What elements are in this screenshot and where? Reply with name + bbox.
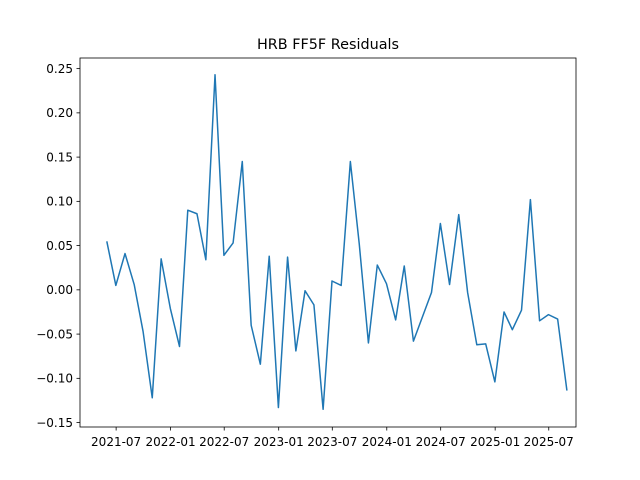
x-axis-ticks: 2021-07 2022-01 2022-07 2023-01 2023-07 2024-… (91, 427, 574, 449)
x-tick-label: 2024-01 (362, 435, 412, 449)
y-tick-label: 0.00 (46, 283, 73, 297)
y-tick-label: 0.10 (46, 195, 73, 209)
x-tick-label: 2022-07 (199, 435, 249, 449)
plot-frame (79, 57, 577, 428)
y-tick-label: 0.05 (46, 239, 73, 253)
x-tick-label: 2025-07 (524, 435, 574, 449)
x-tick-label: 2021-07 (91, 435, 141, 449)
y-tick-label: −0.10 (36, 372, 73, 386)
x-tick-label: 2025-01 (470, 435, 520, 449)
y-tick-label: −0.15 (36, 416, 73, 430)
y-tick-label: 0.15 (46, 150, 73, 164)
y-tick-label: −0.05 (36, 327, 73, 341)
y-tick-label: 0.25 (46, 62, 73, 76)
chart-title: HRB FF5F Residuals (257, 37, 399, 53)
y-axis-ticks: −0.15 −0.10 −0.05 0.00 0.05 0.10 0.15 0.20 0.25 (36, 62, 80, 430)
y-tick-label: 0.20 (46, 106, 73, 120)
x-tick-label: 2023-01 (254, 435, 304, 449)
residual-line (106, 74, 568, 411)
x-tick-label: 2023-07 (307, 435, 357, 449)
x-tick-label: 2022-01 (146, 435, 196, 449)
x-tick-label: 2024-07 (416, 435, 466, 449)
